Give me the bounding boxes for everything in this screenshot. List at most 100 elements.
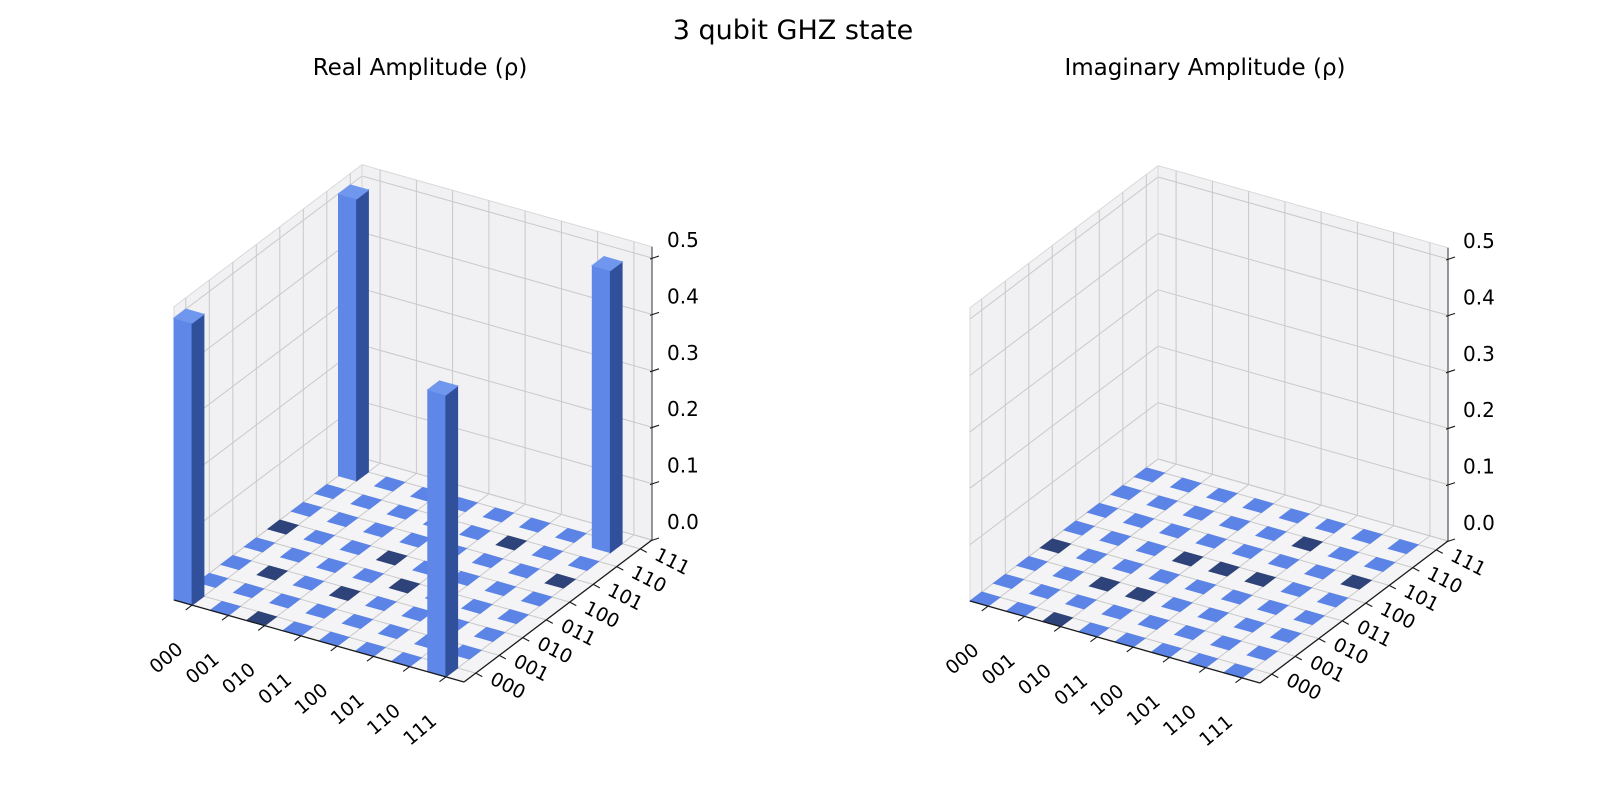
bar-top-face	[337, 184, 370, 200]
zero-tile	[992, 573, 1025, 589]
bar-111-111	[591, 256, 624, 554]
zero-tile	[1158, 523, 1192, 539]
zero-tile	[1242, 498, 1275, 514]
zero-tile	[1099, 530, 1132, 546]
subplot-title-real: Real Amplitude (ρ)	[313, 55, 528, 81]
bar-000-000	[172, 308, 206, 607]
zero-tile	[341, 613, 374, 629]
zero-tile	[352, 568, 385, 584]
zero-tile	[1231, 543, 1264, 559]
bar-side-face	[356, 188, 369, 482]
zero-tile	[290, 501, 323, 517]
bar-top-face	[172, 308, 206, 324]
zero-tile	[326, 512, 359, 528]
zero-tile	[373, 476, 406, 492]
x-tick-label: 111	[399, 710, 441, 750]
zero-tile	[303, 529, 336, 545]
zero-tile	[1218, 515, 1251, 531]
zero-tile	[460, 598, 494, 614]
zero-tile	[1075, 548, 1108, 564]
zero-tile	[1256, 599, 1290, 615]
zero-tile	[1146, 495, 1179, 511]
zero-tile	[1293, 610, 1326, 626]
zero-tile	[1160, 597, 1194, 613]
zero-tile	[1182, 505, 1215, 521]
grid-lines	[969, 165, 1449, 679]
z-tick-label: 0.3	[1463, 342, 1495, 366]
z-tick-label: 0.5	[1463, 229, 1495, 253]
bar-front-face	[591, 264, 611, 554]
zero-tile	[1062, 520, 1096, 536]
zero-tile	[315, 557, 349, 573]
zero-tile	[495, 535, 528, 551]
zero-tile	[1220, 589, 1253, 605]
bar-side-face	[609, 260, 623, 554]
zero-tile	[1148, 569, 1181, 585]
zero-tile	[268, 593, 302, 609]
zero-tile	[339, 540, 372, 556]
bar-top-face	[426, 380, 459, 396]
zero-tile	[1254, 526, 1288, 542]
zero-tile	[350, 494, 383, 510]
z-tick-label: 0.1	[1463, 455, 1495, 479]
bar-side-face	[445, 384, 459, 678]
zero-tile	[1209, 635, 1243, 651]
zero-tile	[518, 517, 551, 533]
zero-tile	[266, 519, 300, 535]
zero-tile	[544, 573, 577, 589]
zero-tile	[471, 553, 504, 569]
zero-tile	[1207, 561, 1241, 577]
zero-tile	[1086, 502, 1119, 518]
bar-front-face	[173, 317, 193, 606]
bars-and-tiles	[172, 184, 624, 678]
zero-tile	[1267, 554, 1300, 570]
z-tick-label: 0.5	[667, 228, 699, 252]
zero-tile	[531, 545, 564, 561]
z-tick-label: 0.4	[1463, 285, 1495, 309]
zero-tile	[1122, 513, 1155, 529]
zero-tile	[1101, 604, 1134, 620]
zero-tile	[1135, 541, 1168, 557]
zero-tile	[196, 572, 229, 588]
zero-tile	[328, 585, 361, 601]
zero-tile	[386, 504, 419, 520]
zero-tile	[1137, 614, 1170, 630]
z-tick-label: 0.4	[667, 284, 699, 308]
axes-panes	[968, 164, 1450, 684]
zero-tile	[1363, 556, 1396, 572]
zero-tile	[256, 565, 289, 581]
zero-tile	[362, 522, 396, 538]
zero-tile	[554, 527, 588, 543]
axis-spines	[969, 247, 1449, 684]
zero-tile	[1171, 551, 1204, 567]
bar-000-111	[337, 184, 370, 482]
zero-tile	[1205, 487, 1239, 503]
zero-tile	[1316, 592, 1349, 608]
zero-tile	[507, 563, 541, 579]
zero-tile	[1195, 533, 1228, 549]
figure-title: 3 qubit GHZ state	[673, 15, 914, 46]
zero-tile	[484, 581, 517, 597]
zero-tile	[364, 596, 398, 612]
zero-tile	[1269, 627, 1302, 643]
zero-tile	[292, 575, 325, 591]
zero-tile	[450, 644, 483, 660]
zero-tile	[313, 484, 347, 500]
zero-tile	[458, 525, 492, 541]
zero-tile	[1111, 558, 1145, 574]
zero-tile	[1088, 576, 1121, 592]
zero-tile	[473, 626, 506, 642]
zero-tile	[1173, 625, 1206, 641]
zero-tile	[1197, 607, 1230, 623]
z-tick-label: 0.3	[667, 341, 699, 365]
zero-tile	[1303, 564, 1337, 580]
zero-tile	[279, 547, 312, 563]
zero-tile	[1028, 584, 1061, 600]
z-tick-label: 0.2	[1463, 398, 1495, 422]
zero-tile	[1133, 467, 1166, 483]
bar-front-face	[427, 389, 447, 678]
